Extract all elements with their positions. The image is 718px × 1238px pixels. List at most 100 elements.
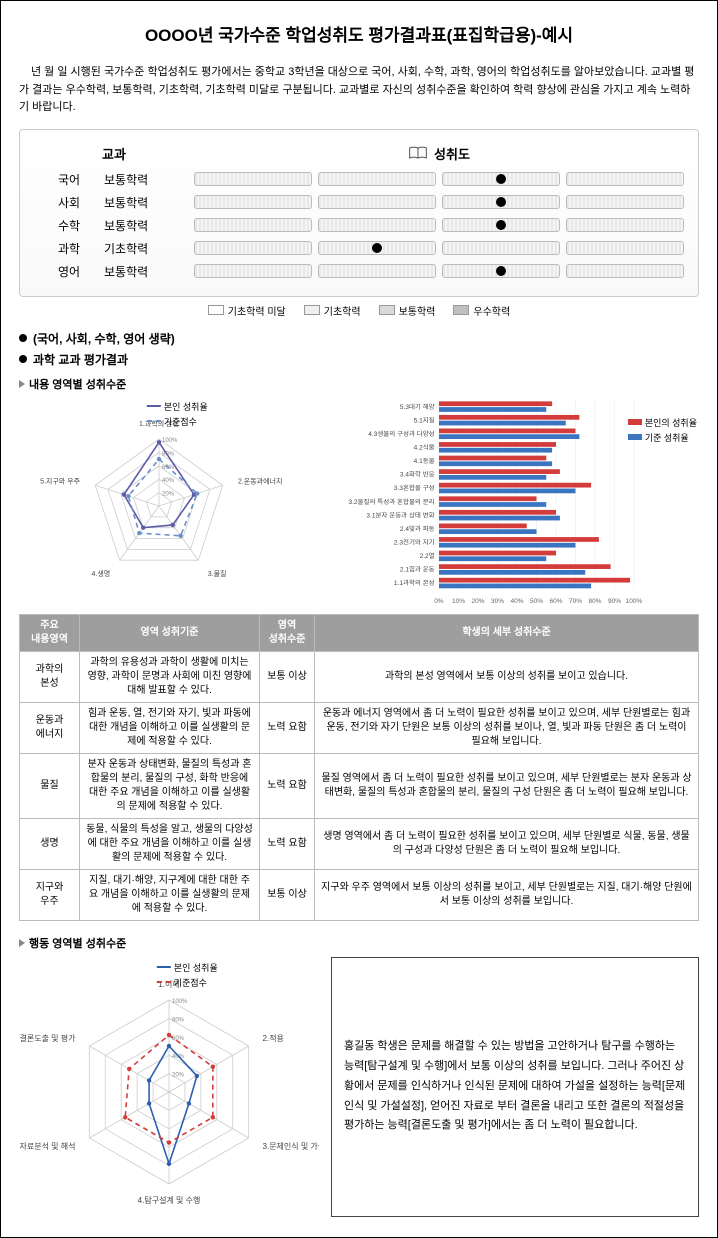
svg-text:2.운동과에너지: 2.운동과에너지 — [238, 476, 282, 485]
svg-text:3.물질: 3.물질 — [208, 570, 227, 578]
legend-swatch — [453, 305, 469, 315]
bullet-icon — [19, 334, 27, 342]
gauge-segment — [318, 172, 436, 186]
svg-text:3.2물질의 특성과 혼합물의 분리: 3.2물질의 특성과 혼합물의 분리 — [349, 497, 435, 506]
svg-text:0%: 0% — [434, 598, 444, 605]
legend-item: 우수학력 — [453, 303, 510, 318]
gauge — [194, 218, 684, 232]
gauge-segment — [318, 218, 436, 232]
gauge — [194, 264, 684, 278]
svg-text:4.3생물의 구성과 다양성: 4.3생물의 구성과 다양성 — [368, 429, 434, 438]
svg-text:3.3혼합물 구성: 3.3혼합물 구성 — [394, 483, 435, 492]
subject-level: 보통학력 — [104, 171, 194, 188]
svg-text:80%: 80% — [172, 1017, 185, 1023]
subject-name: 과학 — [34, 240, 104, 257]
subject-name: 영어 — [34, 263, 104, 280]
subject-name: 국어 — [34, 171, 104, 188]
hbar-chart: 0%10%20%30%40%50%60%70%80%90%100%5.3대기 해… — [309, 396, 699, 606]
svg-text:4.탐구설계 및 수행: 4.탐구설계 및 수행 — [138, 1195, 201, 1205]
table-row: 과학의 본성과학의 유용성과 과학이 생활에 미치는 영향, 과학이 문명과 사… — [20, 651, 699, 702]
achievement-box: 교과 성취도 국어보통학력사회보통학력수학보통학력과학기초학력영어보통학력 — [19, 129, 699, 297]
subject-level: 보통학력 — [104, 217, 194, 234]
svg-text:3.문제인식 및 가설설정: 3.문제인식 및 가설설정 — [263, 1141, 319, 1151]
table-header-row: 주요 내용영역 영역 성취기준 영역 성취수준 학생의 세부 성취수준 — [20, 614, 699, 651]
svg-text:4.생명: 4.생명 — [91, 569, 110, 578]
subject-level: 기초학력 — [104, 240, 194, 257]
subject-name: 사회 — [34, 194, 104, 211]
gauge-segment — [566, 195, 684, 209]
achievement-row: 수학보통학력 — [34, 217, 684, 234]
svg-text:80%: 80% — [588, 598, 601, 605]
svg-text:2.적용: 2.적용 — [263, 1033, 284, 1043]
behavior-text-box: 홍길동 학생은 문제를 해결할 수 있는 방법을 고안하거나 탐구를 수행하는 … — [331, 957, 699, 1217]
gauge-segment — [194, 195, 312, 209]
header-subject: 교과 — [34, 144, 194, 163]
radar-chart-2: 1.이해2.적용3.문제인식 및 가설설정4.탐구설계 및 수행5.자료분석 및… — [19, 957, 319, 1217]
radar-chart-1: 1.과학의 본성2.운동과에너지3.물질4.생명5.지구와 우주20%40%60… — [19, 396, 299, 606]
legend-swatch — [304, 305, 320, 315]
achievement-row: 사회보통학력 — [34, 194, 684, 211]
legend-row: 기초학력 미달기초학력보통학력우수학력 — [19, 303, 699, 318]
svg-text:70%: 70% — [569, 598, 582, 605]
book-icon — [408, 146, 428, 160]
subject-level: 보통학력 — [104, 263, 194, 280]
svg-text:50%: 50% — [530, 598, 543, 605]
intro-paragraph: 년 월 일 시행된 국가수준 학업성취도 평가에서는 중학교 3학년을 대상으로… — [19, 64, 699, 117]
svg-text:20%: 20% — [162, 491, 175, 497]
gauge-segment — [194, 172, 312, 186]
svg-text:100%: 100% — [162, 438, 178, 444]
gauge-segment — [566, 172, 684, 186]
triangle-icon — [19, 380, 25, 388]
svg-text:20%: 20% — [172, 1072, 185, 1078]
sub-heading-1: 내용 영역별 성취수준 — [19, 376, 699, 392]
svg-text:3.4화학 반응: 3.4화학 반응 — [400, 470, 435, 479]
svg-text:10%: 10% — [452, 598, 465, 605]
legend-swatch — [208, 305, 224, 315]
subject-name: 수학 — [34, 217, 104, 234]
gauge-segment — [194, 241, 312, 255]
achievement-row: 국어보통학력 — [34, 171, 684, 188]
page-title: OOOO년 국가수준 학업성취도 평가결과표(표집학급용)-예시 — [19, 21, 699, 46]
gauge-segment — [442, 218, 560, 232]
gauge-segment — [442, 195, 560, 209]
gauge-segment — [566, 218, 684, 232]
svg-text:4.2식물: 4.2식물 — [414, 443, 435, 452]
achievement-row: 영어보통학력 — [34, 263, 684, 280]
table-row: 물질분자 운동과 상태변화, 물질의 특성과 혼합물의 분리, 물질의 구성, … — [20, 753, 699, 818]
achievement-header: 교과 성취도 — [34, 140, 684, 171]
gauge-segment — [194, 264, 312, 278]
svg-text:30%: 30% — [491, 598, 504, 605]
gauge-segment — [566, 264, 684, 278]
svg-text:40%: 40% — [510, 598, 523, 605]
th-detail: 학생의 세부 성취수준 — [315, 614, 699, 651]
gauge-segment — [318, 195, 436, 209]
table-row: 지구와 우주지질, 대기·해양, 지구계에 대한 대한 주요 개념을 이해하고 … — [20, 869, 699, 920]
table-row: 운동과 에너지힘과 운동, 열, 전기와 자기, 빛과 파동에 대한 개념을 이… — [20, 702, 699, 753]
svg-text:5.자료분석 및 해석: 5.자료분석 및 해석 — [19, 1141, 75, 1151]
gauge-segment — [442, 264, 560, 278]
svg-text:5.3대기 해양: 5.3대기 해양 — [400, 402, 435, 411]
header-achievement: 성취도 — [194, 144, 684, 163]
svg-text:2.3전기와 자기: 2.3전기와 자기 — [394, 538, 435, 547]
svg-text:2.4빛과 파동: 2.4빛과 파동 — [400, 524, 435, 533]
gauge-segment — [318, 264, 436, 278]
svg-text:4.1동물: 4.1동물 — [414, 457, 435, 465]
gauge-segment — [566, 241, 684, 255]
legend-swatch — [379, 305, 395, 315]
svg-text:20%: 20% — [471, 598, 484, 605]
svg-text:3.1분자 운동과 상태 변화: 3.1분자 운동과 상태 변화 — [366, 510, 434, 519]
bullet-icon — [19, 355, 27, 363]
gauge — [194, 195, 684, 209]
table-row: 생명동물, 식물의 특성을 알고, 생물의 다양성에 대한 주요 개념을 이해하… — [20, 818, 699, 869]
svg-text:90%: 90% — [608, 598, 621, 605]
th-level: 영역 성취수준 — [260, 614, 315, 651]
svg-text:100%: 100% — [626, 598, 643, 605]
bullet-line-2: 과학 교과 평가결과 — [19, 351, 699, 368]
legend-item: 보통학력 — [379, 303, 436, 318]
gauge — [194, 241, 684, 255]
th-area: 주요 내용영역 — [20, 614, 80, 651]
gauge-segment — [442, 241, 560, 255]
svg-text:2.2열: 2.2열 — [420, 552, 435, 560]
bullet-line-1: (국어, 사회, 수학, 영어 생략) — [19, 330, 699, 347]
svg-text:40%: 40% — [162, 478, 175, 484]
